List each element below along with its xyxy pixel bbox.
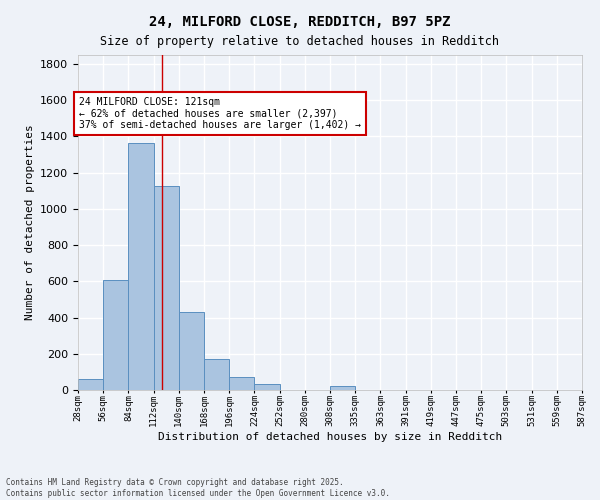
X-axis label: Distribution of detached houses by size in Redditch: Distribution of detached houses by size … bbox=[158, 432, 502, 442]
Y-axis label: Number of detached properties: Number of detached properties bbox=[25, 124, 35, 320]
Bar bbox=[78, 379, 103, 390]
Bar bbox=[330, 386, 355, 390]
Bar bbox=[254, 384, 280, 390]
Bar bbox=[154, 186, 179, 390]
Bar bbox=[229, 378, 254, 390]
Text: Contains HM Land Registry data © Crown copyright and database right 2025.
Contai: Contains HM Land Registry data © Crown c… bbox=[6, 478, 390, 498]
Text: 24 MILFORD CLOSE: 121sqm
← 62% of detached houses are smaller (2,397)
37% of sem: 24 MILFORD CLOSE: 121sqm ← 62% of detach… bbox=[79, 96, 361, 130]
Bar bbox=[204, 359, 229, 390]
Text: Size of property relative to detached houses in Redditch: Size of property relative to detached ho… bbox=[101, 35, 499, 48]
Bar bbox=[128, 143, 154, 390]
Bar bbox=[179, 312, 204, 390]
Bar bbox=[103, 280, 128, 390]
Text: 24, MILFORD CLOSE, REDDITCH, B97 5PZ: 24, MILFORD CLOSE, REDDITCH, B97 5PZ bbox=[149, 15, 451, 29]
